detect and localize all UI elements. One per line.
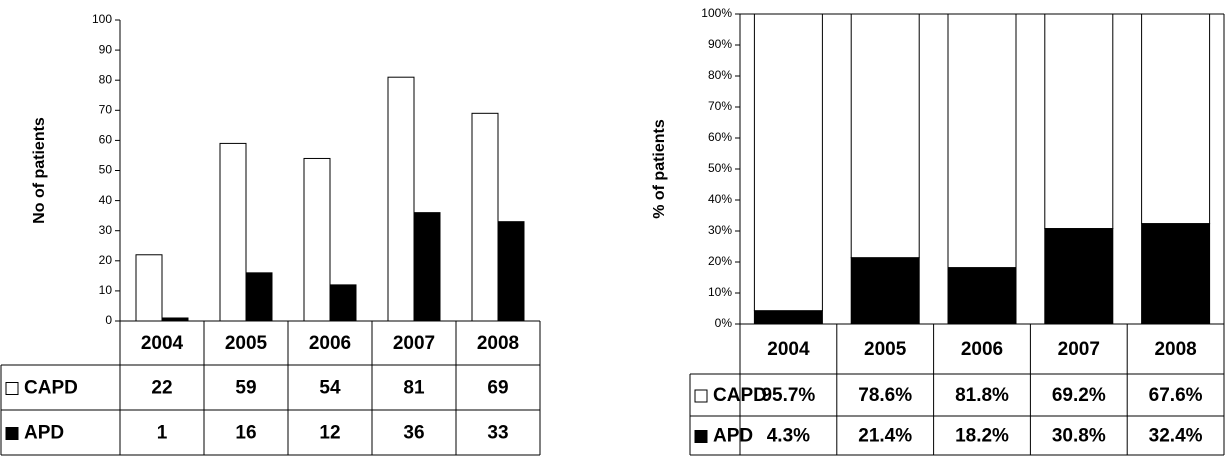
- legend-label: APD: [24, 423, 64, 444]
- table-value: 67.6%: [1149, 385, 1203, 406]
- bar: [303, 157, 331, 322]
- y-tick-label: 100: [92, 12, 112, 26]
- table-value: 1: [157, 423, 168, 444]
- y-tick-label: 90: [99, 42, 113, 56]
- bar-segment: [1044, 228, 1114, 325]
- table-value: 95.7%: [761, 385, 815, 406]
- y-tick-label: 50: [99, 163, 113, 177]
- y-tick-label: 10%: [708, 285, 732, 299]
- x-category-label: 2008: [477, 333, 519, 354]
- table-value: 59: [235, 378, 256, 399]
- table-value: 36: [403, 423, 424, 444]
- bar: [497, 221, 525, 322]
- y-tick-label: 60%: [708, 130, 732, 144]
- y-tick-label: 20: [99, 253, 113, 267]
- table-value: 32.4%: [1149, 426, 1203, 447]
- table-value: 22: [151, 378, 172, 399]
- y-tick-label: 10: [99, 283, 113, 297]
- x-category-label: 2005: [225, 333, 268, 354]
- bar-segment: [753, 310, 823, 325]
- y-tick-label: 30%: [708, 223, 732, 237]
- bar: [245, 272, 273, 322]
- x-category-label: 2006: [961, 339, 1003, 360]
- y-tick-label: 70: [99, 102, 113, 116]
- legend-swatch: [5, 382, 19, 395]
- x-category-label: 2004: [767, 339, 810, 360]
- legend-swatch: [694, 389, 708, 403]
- y-tick-label: 0%: [715, 316, 733, 330]
- bar: [135, 254, 163, 322]
- table-value: 54: [319, 378, 341, 399]
- y-tick-label: 40%: [708, 192, 732, 206]
- y-tick-label: 60: [99, 133, 113, 147]
- table-value: 21.4%: [858, 426, 912, 447]
- y-tick-label: 100%: [701, 6, 732, 20]
- y-tick-label: 0: [105, 313, 112, 327]
- y-tick-label: 90%: [708, 37, 732, 51]
- table-value: 12: [319, 423, 340, 444]
- legend-swatch: [694, 430, 708, 443]
- table-value: 69: [487, 378, 508, 399]
- y-tick-label: 50%: [708, 161, 732, 175]
- x-category-label: 2007: [393, 333, 435, 354]
- y-tick-label: 40: [99, 193, 113, 207]
- x-category-label: 2004: [141, 333, 184, 354]
- bar-segment: [850, 257, 920, 325]
- legend-swatch: [5, 427, 19, 440]
- table-value: 78.6%: [858, 385, 912, 406]
- x-category-label: 2007: [1058, 339, 1100, 360]
- bar-segment: [1141, 13, 1211, 225]
- legend-label: CAPD: [713, 385, 767, 406]
- x-category-label: 2006: [309, 333, 351, 354]
- bar: [329, 284, 357, 322]
- bar: [413, 212, 441, 322]
- table-value: 18.2%: [955, 426, 1009, 447]
- bar-segment: [1141, 223, 1211, 325]
- bar-segment: [947, 13, 1017, 269]
- bar-segment: [753, 13, 823, 312]
- y-tick-label: 20%: [708, 254, 732, 268]
- y-tick-label: 80%: [708, 68, 732, 82]
- table-value: 4.3%: [767, 426, 810, 447]
- bar-segment: [947, 267, 1017, 325]
- y-tick-label: 30: [99, 223, 113, 237]
- y-tick-label: 80: [99, 72, 113, 86]
- bar-segment: [1044, 13, 1114, 230]
- table-value: 81.8%: [955, 385, 1009, 406]
- legend-label: APD: [713, 426, 753, 447]
- bar: [219, 142, 247, 322]
- bar: [387, 76, 415, 322]
- table-value: 81: [403, 378, 425, 399]
- x-category-label: 2005: [864, 339, 907, 360]
- bar: [471, 112, 499, 322]
- table-value: 69.2%: [1052, 385, 1106, 406]
- y-axis-title: % of patients: [651, 119, 668, 219]
- bar-segment: [850, 13, 920, 259]
- y-tick-label: 70%: [708, 99, 732, 113]
- table-value: 30.8%: [1052, 426, 1106, 447]
- x-category-label: 2008: [1154, 339, 1196, 360]
- table-value: 16: [235, 423, 256, 444]
- legend-label: CAPD: [24, 378, 78, 399]
- table-value: 33: [487, 423, 508, 444]
- y-axis-title: No of patients: [31, 117, 48, 224]
